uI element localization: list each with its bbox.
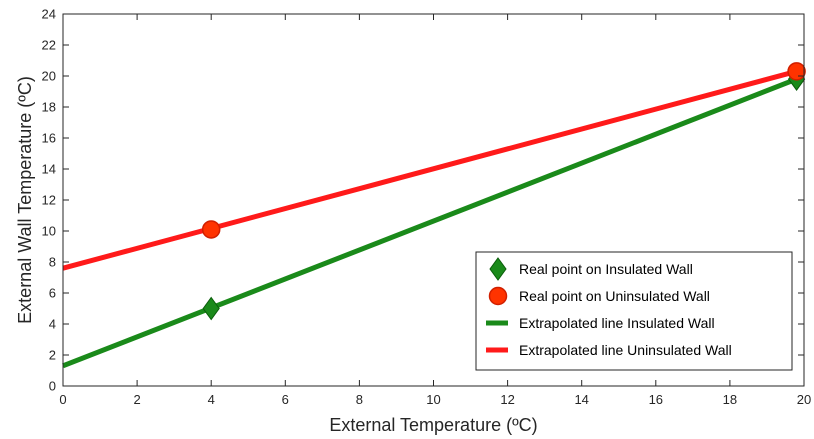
y-tick-label: 10 (42, 224, 56, 239)
legend-symbol (488, 286, 508, 306)
y-tick-label: 16 (42, 131, 56, 146)
y-tick-label: 18 (42, 100, 56, 115)
y-tick-label: 6 (49, 286, 56, 301)
x-tick-label: 14 (574, 392, 588, 407)
y-tick-label: 4 (49, 317, 56, 332)
legend-entry: Extrapolated line Uninsulated Wall (519, 342, 732, 358)
x-tick-label: 6 (282, 392, 289, 407)
x-tick-label: 0 (59, 392, 66, 407)
legend-box (475, 251, 793, 371)
y-tick-label: 14 (42, 162, 56, 177)
y-tick-label: 24 (42, 7, 56, 22)
x-tick-label: 8 (356, 392, 363, 407)
series-line (62, 68, 798, 271)
y-tick-label: 2 (49, 348, 56, 363)
y-tick-label: 12 (42, 193, 56, 208)
legend: Real point on Insulated Wall Real point o… (475, 251, 793, 371)
x-axis-label: External Temperature (ºC) (329, 415, 537, 435)
x-tick-label: 20 (797, 392, 811, 407)
x-tick-label: 16 (649, 392, 663, 407)
x-tick-label: 2 (133, 392, 140, 407)
legend-entry: Extrapolated line Insulated Wall (519, 315, 715, 331)
legend-entry: Real point on Insulated Wall (519, 261, 693, 277)
uninsulated-point (787, 62, 806, 81)
insulated-point (202, 296, 220, 321)
y-axis-label: External Wall Temperature (ºC) (15, 76, 35, 324)
x-tick-label: 10 (426, 392, 440, 407)
x-tick-label: 18 (723, 392, 737, 407)
legend-entry: Real point on Uninsulated Wall (519, 288, 710, 304)
uninsulated-point (201, 220, 221, 239)
y-tick-label: 22 (42, 38, 56, 53)
series-line (62, 76, 798, 369)
x-ticks: 0 2 4 6 8 10 12 14 16 18 20 (59, 14, 811, 407)
x-tick-label: 12 (500, 392, 514, 407)
legend-symbol (489, 257, 507, 281)
y-tick-label: 8 (49, 255, 56, 270)
series-points (201, 62, 806, 321)
x-tick-label: 4 (208, 392, 215, 407)
series-lines (62, 68, 798, 369)
y-tick-label: 0 (49, 379, 56, 394)
y-tick-label: 20 (42, 69, 56, 84)
